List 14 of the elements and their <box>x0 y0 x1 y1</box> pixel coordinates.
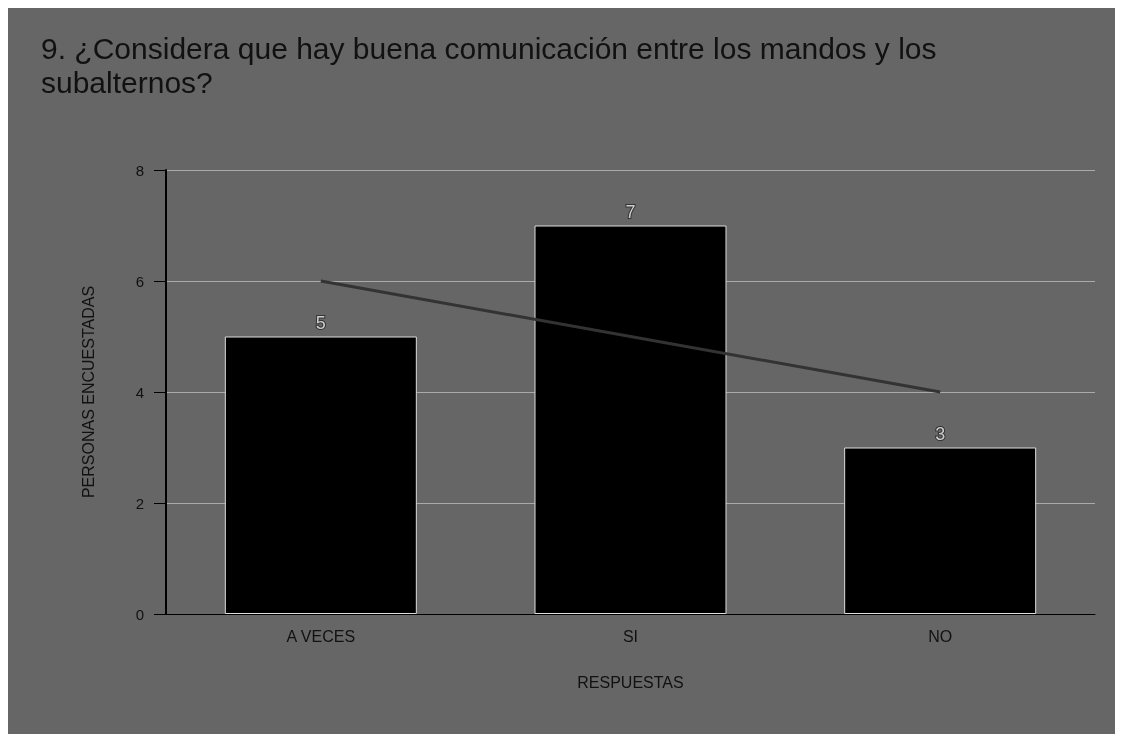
data-label: 7 <box>625 201 636 222</box>
data-label: 3 <box>935 423 946 444</box>
x-tick-label: SI <box>622 627 639 645</box>
data-label: 5 <box>315 312 326 333</box>
y-tick-label: 4 <box>135 383 144 401</box>
y-tick-label: 0 <box>135 605 144 623</box>
x-axis-title: RESPUESTAS <box>577 673 684 691</box>
x-tick-label: NO <box>928 627 953 645</box>
y-tick-label: 8 <box>135 161 144 179</box>
x-tick-label: A VECES <box>286 627 356 645</box>
y-tick-label: 6 <box>135 272 144 290</box>
y-axis-title: PERSONAS ENCUESTADAS <box>79 285 97 499</box>
y-tick-label: 2 <box>135 494 144 512</box>
chart-title: 9. ¿Considera que hay buena comunicación entre los mandos y los subalternos? <box>41 31 945 99</box>
